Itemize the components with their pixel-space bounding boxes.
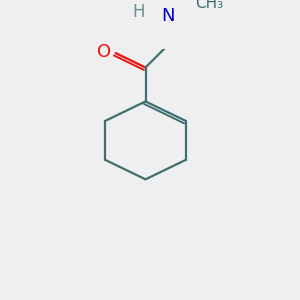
Text: CH₃: CH₃	[195, 0, 223, 11]
Text: N: N	[161, 8, 174, 26]
Text: H: H	[133, 3, 145, 21]
Text: O: O	[97, 43, 111, 61]
